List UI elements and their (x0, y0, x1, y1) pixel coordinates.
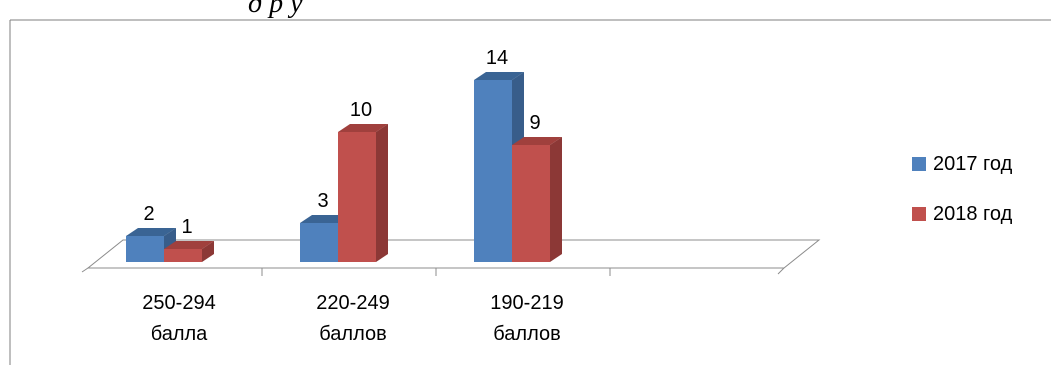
legend-swatch (912, 157, 926, 171)
floor-edge-left (81, 267, 89, 273)
category-label: балла (151, 323, 208, 345)
bar-front (126, 236, 164, 262)
bar-top (164, 241, 214, 249)
bar-front (512, 145, 550, 262)
bar-front (338, 132, 376, 262)
data-label: 9 (529, 112, 540, 134)
chart-frame (9, 19, 1051, 365)
category-label: 250-294 (142, 292, 215, 314)
bar (338, 124, 388, 262)
bar-side (202, 241, 214, 262)
bar (512, 137, 562, 262)
bar-side (550, 137, 562, 262)
data-label: 2 (143, 203, 154, 225)
data-label: 3 (317, 190, 328, 212)
bar-top (338, 124, 388, 132)
floor-edge-right (777, 267, 785, 275)
data-label: 14 (486, 47, 508, 69)
bar-front (164, 249, 202, 262)
bars (126, 72, 562, 262)
data-labels: 2 3 14 1 10 9 (143, 47, 540, 238)
bar-front (300, 223, 338, 262)
category-labels: 250-294 балла 220-249 баллов 190-219 баллов (142, 292, 563, 345)
bar-top (512, 137, 562, 145)
data-label: 10 (350, 99, 372, 121)
bar (126, 228, 176, 262)
legend-swatch (912, 207, 926, 221)
category-label: 190-219 (490, 292, 563, 314)
legend: 2017 год 2018 год (912, 153, 1013, 225)
bar-side (376, 124, 388, 262)
floor-plane (86, 239, 821, 269)
bar (164, 241, 214, 262)
bar-top (474, 72, 524, 80)
category-label: 220-249 (316, 292, 389, 314)
legend-label: 2017 год (933, 153, 1013, 175)
category-label: баллов (493, 323, 560, 345)
bar-top (126, 228, 176, 236)
chart-floor (81, 239, 821, 276)
bar-top (300, 215, 350, 223)
bar-front (474, 80, 512, 262)
data-label: 1 (181, 216, 192, 238)
header-text: д р у (248, 0, 303, 19)
legend-label: 2018 год (933, 203, 1013, 225)
header-layer: д р у (248, 0, 303, 19)
category-label: баллов (319, 323, 386, 345)
